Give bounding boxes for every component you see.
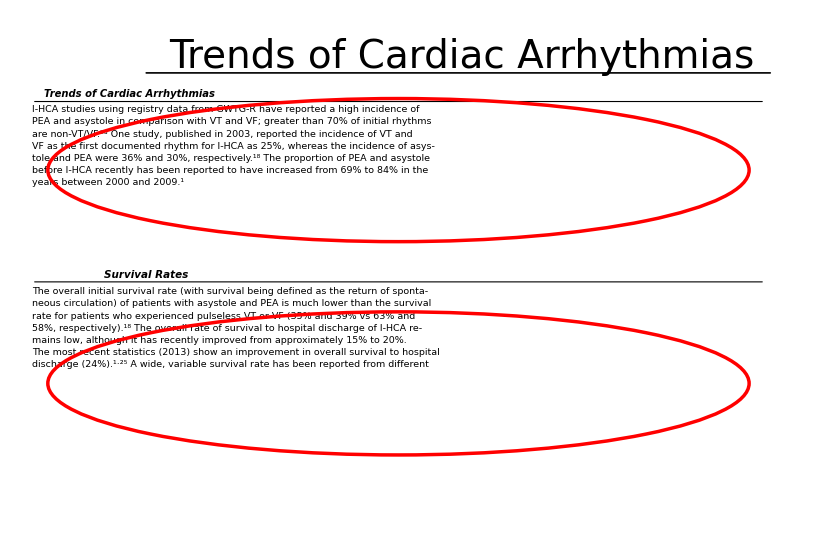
Text: I-HCA studies using registry data from GWTG-R have reported a high incidence of
: I-HCA studies using registry data from G… [32, 105, 435, 187]
Text: Trends of Cardiac Arrhythmias: Trends of Cardiac Arrhythmias [44, 89, 215, 99]
Text: The overall initial survival rate (with survival being defined as the return of : The overall initial survival rate (with … [32, 287, 440, 369]
Text: Trends of Cardiac Arrhythmias: Trends of Cardiac Arrhythmias [169, 38, 755, 76]
Text: Survival Rates: Survival Rates [104, 270, 188, 280]
